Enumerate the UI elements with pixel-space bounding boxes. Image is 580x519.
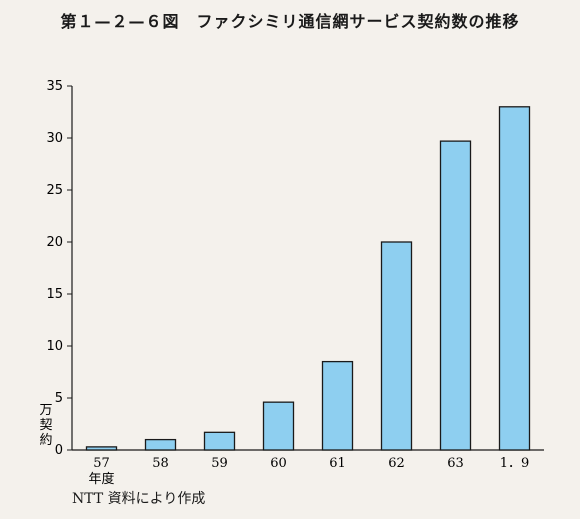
bar [144,438,177,451]
bars [85,106,531,451]
bar [85,446,118,451]
y-tick-label: 30 [46,131,63,146]
bar [203,431,236,451]
x-tick-label: 63 [447,456,464,471]
bar [321,360,354,451]
source-note: NTT 資料により作成 [72,491,206,507]
bar [439,140,472,451]
y-tick-label: 15 [46,287,63,302]
chart-title: 第１—２—６図 ファクシミリ通信網サービス契約数の推移 [60,12,520,31]
x-tick-label: 61 [329,456,346,471]
bar [262,401,295,451]
x-tick-label: 58 [152,456,169,471]
x-tick-label: 1．9 [500,456,530,471]
x-tick-label: 62 [388,456,405,471]
x-tick-label: 60 [270,456,287,471]
y-axis-label: 万契約 [39,403,52,448]
x-tick-label: 59 [211,456,228,471]
bar [380,241,413,451]
x-tick-label: 57 [93,456,110,471]
bar [498,106,531,451]
y-tick-label: 35 [46,79,63,94]
x-axis-unit-label: 年度 [88,471,114,487]
y-tick-label: 10 [46,339,63,354]
axes [67,85,544,451]
y-tick-label: 25 [46,183,63,198]
y-tick-label: 5 [55,391,63,406]
y-tick-label: 20 [46,235,63,250]
y-tick-labels: 0 5 10 15 20 25 30 35 [46,79,63,458]
y-tick-label: 0 [55,443,63,458]
